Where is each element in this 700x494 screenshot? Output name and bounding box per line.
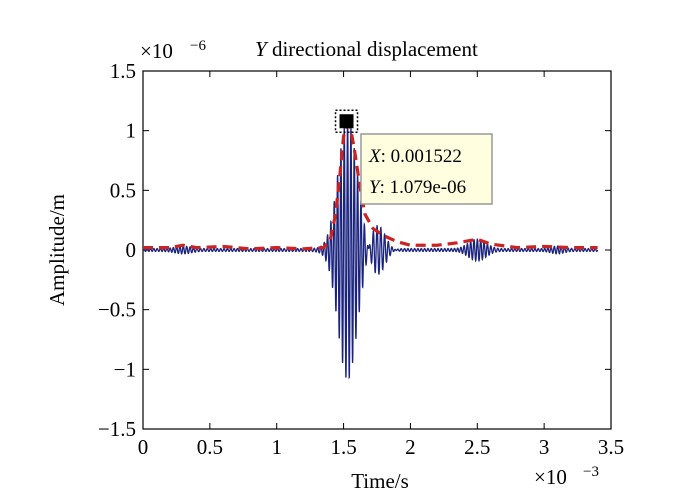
y-tick-label: 1.5 bbox=[110, 59, 136, 83]
datatip-y: Y: 1.079e-06 bbox=[369, 177, 466, 198]
x-tick-label: 3 bbox=[539, 435, 550, 459]
x-axis-label: Time/s bbox=[351, 469, 409, 493]
chart-figure: ×10 −6 ×10 −3 Y directional displacement… bbox=[0, 0, 700, 494]
chart-title-rest: directional displacement bbox=[267, 37, 478, 61]
y-tick-label: −1 bbox=[114, 357, 136, 381]
x-tick-label: 0.5 bbox=[197, 435, 223, 459]
datatip[interactable]: X: 0.001522 Y: 1.079e-06 bbox=[361, 134, 492, 204]
y-tick-label: −1.5 bbox=[98, 417, 136, 441]
y-tick-label: −0.5 bbox=[98, 298, 136, 322]
chart-title: Y directional displacement bbox=[255, 37, 478, 61]
x-tick-label: 0 bbox=[138, 435, 149, 459]
y-exponent: ×10 −6 bbox=[140, 38, 206, 63]
datatip-x: X: 0.001522 bbox=[368, 146, 462, 167]
x-exponent: ×10 −3 bbox=[534, 464, 599, 489]
y-axis-label: Amplitude/m bbox=[45, 194, 69, 306]
x-exponent-base: ×10 bbox=[534, 465, 567, 489]
y-exponent-base: ×10 bbox=[140, 39, 173, 63]
y-tick-label: 1 bbox=[126, 119, 137, 143]
x-tick-label: 2.5 bbox=[464, 435, 490, 459]
datatip-x-value: : 0.001522 bbox=[381, 146, 462, 167]
x-tick-label: 1.5 bbox=[330, 435, 356, 459]
x-exponent-power: −3 bbox=[583, 464, 599, 480]
y-tick-label: 0.5 bbox=[110, 178, 136, 202]
x-tick-label: 3.5 bbox=[598, 435, 624, 459]
marker-inner bbox=[340, 114, 354, 128]
datatip-y-value: : 1.079e-06 bbox=[380, 177, 467, 198]
y-tick-label: 0 bbox=[126, 238, 137, 262]
y-exponent-power: −6 bbox=[190, 38, 206, 54]
x-tick-label: 2 bbox=[405, 435, 416, 459]
x-tick-label: 1 bbox=[271, 435, 282, 459]
